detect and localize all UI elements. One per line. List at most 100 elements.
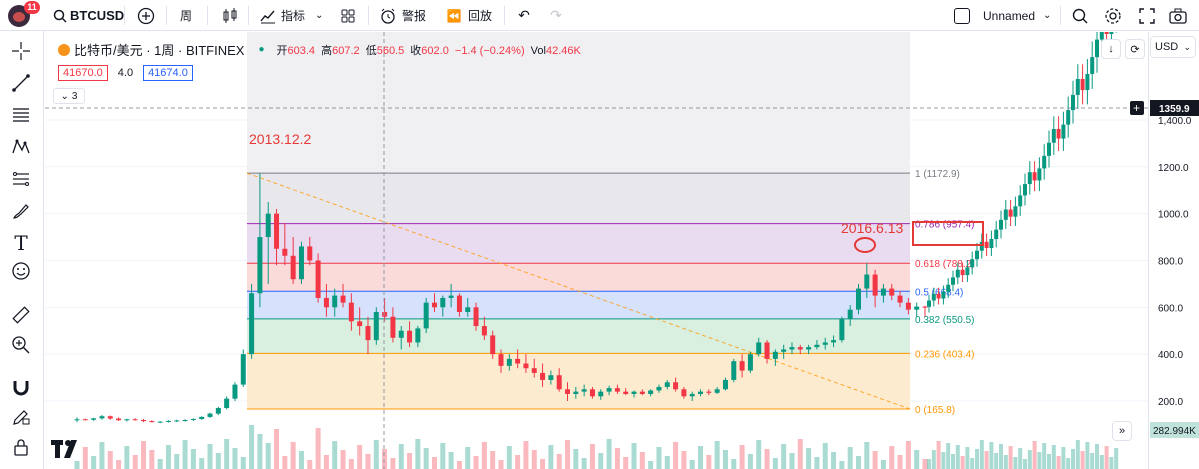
candle-body <box>656 386 662 391</box>
volume-bar <box>373 440 379 469</box>
volume-bar <box>872 451 878 469</box>
divider <box>166 6 167 25</box>
ruler-lines-icon <box>11 169 31 194</box>
checkbox-icon <box>954 7 970 24</box>
brush-tool[interactable] <box>8 201 34 225</box>
candle-body <box>1080 79 1085 91</box>
volume-bar <box>648 461 654 469</box>
price-scale[interactable]: 1,400.0 1200.0 1000.0 800.0 600.0 400.0 200.0 1… <box>1148 32 1199 469</box>
search-icon <box>50 6 70 26</box>
candle-body <box>91 418 97 420</box>
settings-button[interactable] <box>1103 4 1123 27</box>
candle-body <box>298 246 304 280</box>
volume-bar <box>365 454 371 469</box>
volume-bar <box>606 439 612 469</box>
candle-body <box>756 342 762 355</box>
volume-bar <box>931 450 936 469</box>
volume-bar <box>1056 456 1061 469</box>
candle-body <box>465 307 471 313</box>
currency-select[interactable]: USD ⌄ <box>1150 36 1196 58</box>
quick-search-button[interactable] <box>1070 4 1090 27</box>
bid-price[interactable]: 41670.0 <box>58 65 108 81</box>
market-status-icon: ● <box>258 44 265 55</box>
interval-button[interactable]: 周 <box>180 9 193 23</box>
compare-symbol-button[interactable]: ⟳ <box>1125 39 1145 59</box>
candle-body <box>681 389 687 397</box>
undo-button[interactable]: ↶ <box>514 4 534 27</box>
zoom-tool[interactable] <box>8 335 34 359</box>
volume-bar <box>589 444 595 469</box>
redo-button[interactable]: ↷ <box>546 4 566 27</box>
candle-body <box>664 382 670 387</box>
volume-bar <box>1003 455 1008 469</box>
volume-bar <box>1090 453 1095 469</box>
volume-bar <box>107 451 113 469</box>
volume-bar <box>315 428 321 469</box>
layouts-button[interactable] <box>338 4 358 27</box>
undo-icon: ↶ <box>518 7 530 23</box>
candle-body <box>456 295 462 313</box>
candle-body <box>224 398 230 409</box>
ask-price[interactable]: 41674.0 <box>143 65 193 81</box>
text-tool[interactable]: T <box>8 231 34 255</box>
lock-tool[interactable] <box>8 437 34 461</box>
candle-body <box>814 344 820 348</box>
double-chevron-right-icon: » <box>1118 425 1126 437</box>
candle-body <box>922 306 928 308</box>
indicators-button[interactable]: 指标 ⌄ <box>258 4 323 27</box>
volume-bar <box>573 449 579 469</box>
candle-body <box>423 302 429 329</box>
chart-type-button[interactable] <box>220 4 240 27</box>
candle-body <box>448 295 454 298</box>
price-chart[interactable]: 1 (1172.9) 0.786 (957.4) 0.618 (788.2) 0.5 … <box>45 32 1148 469</box>
candle-body <box>648 390 654 394</box>
alarm-clock-icon <box>378 6 398 26</box>
prediction-tool[interactable] <box>8 169 34 193</box>
compare-button[interactable] <box>136 4 156 27</box>
emoji-tool[interactable] <box>8 261 34 285</box>
volume-bar <box>174 454 180 469</box>
volume-bar <box>190 449 196 469</box>
volume-bar <box>465 447 471 469</box>
volume-bar <box>1114 448 1119 469</box>
tradingview-logo[interactable] <box>49 436 83 466</box>
candle-body <box>951 277 955 285</box>
snapshot-button[interactable] <box>1168 4 1188 27</box>
measure-tool[interactable] <box>8 305 34 329</box>
volume-bar <box>897 455 903 469</box>
alert-button[interactable]: 警报 <box>378 4 426 27</box>
volume-bar <box>1104 446 1109 469</box>
fib-tool[interactable] <box>8 105 34 129</box>
volume-bar <box>822 443 828 469</box>
symbol-search[interactable]: BTCUSD <box>50 4 124 27</box>
trendline-tool[interactable] <box>8 73 34 97</box>
volume-bar <box>706 455 712 469</box>
volume-bar <box>698 446 704 469</box>
volume-bar <box>165 445 171 469</box>
fullscreen-button[interactable] <box>1137 4 1157 27</box>
lock-drawing-tool[interactable] <box>8 407 34 431</box>
volume-bar <box>1080 451 1085 469</box>
scroll-down-button[interactable]: ↓ <box>1101 39 1121 59</box>
grid-icon <box>338 6 358 26</box>
replay-button[interactable]: ⏪ 回放 <box>444 4 493 27</box>
go-to-realtime-button[interactable]: » <box>1112 421 1132 441</box>
alert-label: 警报 <box>402 9 427 23</box>
volume-bar <box>531 450 537 469</box>
pattern-tool[interactable] <box>8 137 34 161</box>
candle-body <box>847 309 853 320</box>
volume-bar <box>623 457 629 469</box>
volume-bar <box>914 450 920 469</box>
candle-body <box>415 328 421 343</box>
layout-menu[interactable]: Unnamed ⌄ <box>954 4 1051 27</box>
collapse-indicators-button[interactable]: ⌄ 3 <box>53 88 85 104</box>
candle-body <box>606 388 612 392</box>
candle-body <box>1051 128 1056 143</box>
crosshair-tool[interactable] <box>8 41 34 65</box>
volume-bar <box>1042 443 1047 469</box>
magnet-tool[interactable] <box>8 377 34 401</box>
pencil-lock-icon <box>11 407 31 432</box>
chart-pane[interactable]: 1 (1172.9) 0.786 (957.4) 0.618 (788.2) 0.5 … <box>45 32 1148 469</box>
volume-bar <box>431 457 437 469</box>
volume-bar <box>1032 441 1037 469</box>
